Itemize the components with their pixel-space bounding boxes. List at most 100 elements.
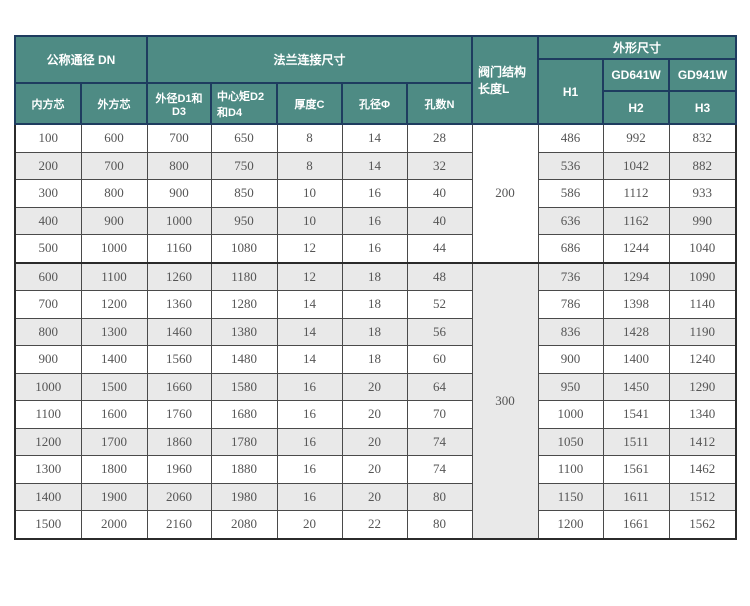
h3-value-cell: 1290: [668, 372, 737, 401]
dn-outer-cell: 2000: [80, 510, 148, 539]
h3-value-cell: 1190: [668, 317, 737, 346]
hole-count-cell: 44: [406, 234, 473, 263]
h3-value-cell: 1412: [668, 427, 737, 456]
h2-value-cell: 1400: [602, 345, 670, 374]
h2-value-cell: 1398: [602, 290, 670, 319]
dn-inner-cell: 1000: [14, 372, 82, 401]
h3-value-cell: 1040: [668, 234, 737, 263]
h1-value-cell: 1150: [537, 482, 604, 511]
flange-center-distance-cell: 1780: [210, 427, 278, 456]
header-gd641w: GD641W: [602, 58, 671, 92]
hole-count-cell: 48: [406, 261, 473, 291]
h1-value-cell: 586: [537, 179, 604, 208]
header-row-2: H1 GD641W GD941W: [15, 58, 738, 125]
hole-count-cell: 80: [406, 482, 473, 511]
header-h2: H2: [602, 90, 671, 125]
header-flange-group: 法兰连接尺寸: [146, 35, 474, 84]
hole-count-cell: 80: [406, 510, 473, 539]
table-row: 1200 1700 1860 1780 16 20 74 1050 1511 1412: [14, 427, 737, 456]
h3-value-cell: 1340: [668, 400, 737, 429]
flange-center-distance-cell: 1880: [210, 455, 278, 484]
table-row: 700 1200 1360 1280 14 18 52 786 1398 1140: [14, 290, 737, 319]
h1-value-cell: 736: [537, 261, 604, 291]
hole-count-cell: 74: [406, 427, 473, 456]
flange-thickness-cell: 16: [276, 455, 343, 484]
header-hole-diameter: 孔径Φ: [341, 82, 409, 125]
dn-outer-cell: 1200: [80, 290, 148, 319]
h2-value-cell: 1511: [602, 427, 670, 456]
dn-inner-cell: 100: [14, 123, 82, 153]
h1-value-cell: 1050: [537, 427, 604, 456]
header-valve-length: 阀门结构长度L: [471, 35, 540, 125]
dn-inner-cell: 1500: [14, 510, 82, 539]
h2-value-cell: 1541: [602, 400, 670, 429]
hole-diameter-cell: 20: [341, 455, 408, 484]
flange-thickness-cell: 12: [276, 261, 343, 291]
hole-diameter-cell: 18: [341, 261, 408, 291]
h1-value-cell: 1000: [537, 400, 604, 429]
header-center-distance: 中心矩D2和D4: [210, 82, 279, 125]
h3-value-cell: 1090: [668, 261, 737, 291]
header-row-1: 公称通径 DN 法兰连接尺寸 阀门结构长度L 外形尺寸: [13, 35, 738, 125]
flange-center-distance-cell: 1480: [210, 345, 278, 374]
dn-outer-cell: 800: [80, 179, 148, 208]
flange-thickness-cell: 16: [276, 427, 343, 456]
flange-thickness-cell: 16: [276, 372, 343, 401]
h2-value-cell: 1450: [602, 372, 670, 401]
flange-center-distance-cell: 950: [210, 206, 278, 235]
flange-outer-diameter-cell: 1360: [146, 290, 212, 319]
valve-length-cell: 200: [471, 123, 539, 263]
h2-value-cell: 1561: [602, 455, 670, 484]
flange-outer-diameter-cell: 1560: [146, 345, 212, 374]
dn-inner-cell: 1200: [14, 427, 82, 456]
dn-outer-cell: 1400: [80, 345, 148, 374]
flange-thickness-cell: 14: [276, 290, 343, 319]
h3-value-cell: 1240: [668, 345, 737, 374]
dn-outer-cell: 1500: [80, 372, 148, 401]
table-header: 公称通径 DN 法兰连接尺寸 阀门结构长度L 外形尺寸 H1 GD641W GD…: [13, 35, 738, 125]
flange-center-distance-cell: 1080: [210, 234, 278, 263]
flange-thickness-cell: 10: [276, 206, 343, 235]
h1-value-cell: 1200: [537, 510, 604, 539]
h2-value-cell: 1112: [602, 179, 670, 208]
dn-outer-cell: 1000: [80, 234, 148, 263]
dn-outer-cell: 1900: [80, 482, 148, 511]
h2-value-cell: 1244: [602, 234, 670, 263]
flange-center-distance-cell: 1580: [210, 372, 278, 401]
flange-center-distance-cell: 750: [210, 151, 278, 180]
header-gd941w: GD941W: [668, 58, 738, 92]
h2-value-cell: 1661: [602, 510, 670, 539]
header-outer-diameter: 外径D1和D3: [146, 82, 213, 125]
header-row-4: H2 H3: [15, 90, 738, 125]
header-hole-count: 孔数N: [406, 82, 474, 125]
flange-thickness-cell: 8: [276, 123, 343, 153]
dn-inner-cell: 900: [14, 345, 82, 374]
flange-outer-diameter-cell: 2060: [146, 482, 212, 511]
hole-diameter-cell: 18: [341, 345, 408, 374]
dn-inner-cell: 200: [14, 151, 82, 180]
h1-value-cell: 636: [537, 206, 604, 235]
flange-center-distance-cell: 1380: [210, 317, 278, 346]
header-inner-core: 内方芯: [14, 82, 82, 125]
table-row: 500 1000 1160 1080 12 16 44 686 1244 1040: [14, 234, 737, 263]
hole-count-cell: 28: [406, 123, 473, 153]
flange-outer-diameter-cell: 700: [146, 123, 212, 153]
hole-count-cell: 74: [406, 455, 473, 484]
hole-count-cell: 40: [406, 179, 473, 208]
hole-diameter-cell: 22: [341, 510, 408, 539]
hole-diameter-cell: 20: [341, 482, 408, 511]
hole-count-cell: 40: [406, 206, 473, 235]
hole-diameter-cell: 18: [341, 290, 408, 319]
valve-spec-table: 公称通径 DN 法兰连接尺寸 阀门结构长度L 外形尺寸 H1 GD641W GD…: [13, 35, 738, 540]
flange-outer-diameter-cell: 1260: [146, 261, 212, 291]
header-outer-core: 外方芯: [79, 82, 149, 125]
hole-count-cell: 32: [406, 151, 473, 180]
dn-inner-cell: 600: [14, 261, 82, 291]
flange-outer-diameter-cell: 1460: [146, 317, 212, 346]
hole-diameter-cell: 18: [341, 317, 408, 346]
h2-value-cell: 1042: [602, 151, 670, 180]
dn-outer-cell: 900: [80, 206, 148, 235]
flange-thickness-cell: 16: [276, 400, 343, 429]
dn-inner-cell: 800: [14, 317, 82, 346]
dn-inner-cell: 700: [14, 290, 82, 319]
